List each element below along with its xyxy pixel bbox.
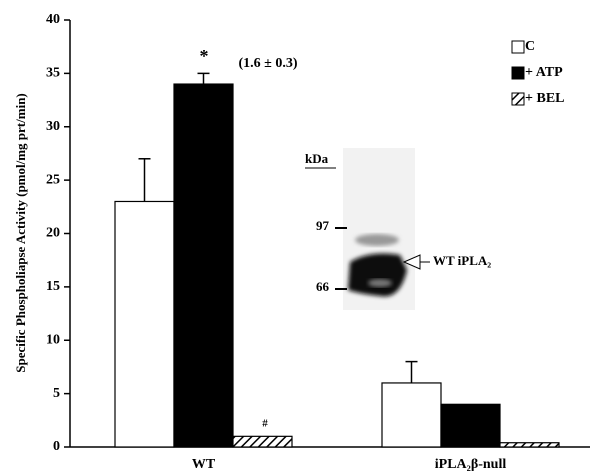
legend-label: + ATP — [525, 65, 563, 80]
bar — [173, 83, 234, 448]
legend-label: + BEL — [525, 91, 565, 106]
y-tick-label: 15 — [46, 279, 60, 294]
y-tick-label: 30 — [46, 119, 60, 134]
bar — [440, 403, 501, 448]
y-axis-label: Specific Phospholiapse Activity (pmol/mg… — [13, 93, 28, 373]
x-tick-label: WT — [192, 457, 216, 472]
bar — [381, 382, 442, 448]
inset-blot — [305, 148, 430, 310]
inset-unit: kDa — [305, 151, 329, 166]
y-tick-label: 35 — [46, 66, 60, 81]
legend-swatch — [511, 66, 525, 80]
fold-annotation: (1.6 ± 0.3) — [238, 56, 297, 71]
bar — [114, 200, 175, 448]
y-tick-label: 40 — [46, 12, 60, 27]
legend-swatch — [511, 40, 525, 54]
error-bar — [405, 360, 418, 383]
y-tick-label: 5 — [53, 386, 60, 401]
inset-marker: 66 — [316, 279, 330, 294]
bar — [232, 435, 293, 448]
error-bar — [138, 158, 151, 202]
significance-mark: * — [200, 46, 209, 66]
y-tick-label: 10 — [46, 332, 60, 347]
inset-band-label: WT iPLA₂ — [433, 253, 491, 268]
legend-label: C — [525, 39, 535, 54]
bar — [499, 442, 560, 448]
x-tick-label: iPLA₂β-null — [435, 457, 507, 472]
y-tick-label: 25 — [46, 172, 60, 187]
error-bar — [197, 72, 210, 85]
y-tick-label: 20 — [46, 226, 60, 241]
y-tick-label: 0 — [53, 439, 60, 454]
legend-swatch — [511, 92, 525, 106]
inset-marker: 97 — [316, 218, 330, 233]
significance-mark: # — [262, 418, 268, 430]
